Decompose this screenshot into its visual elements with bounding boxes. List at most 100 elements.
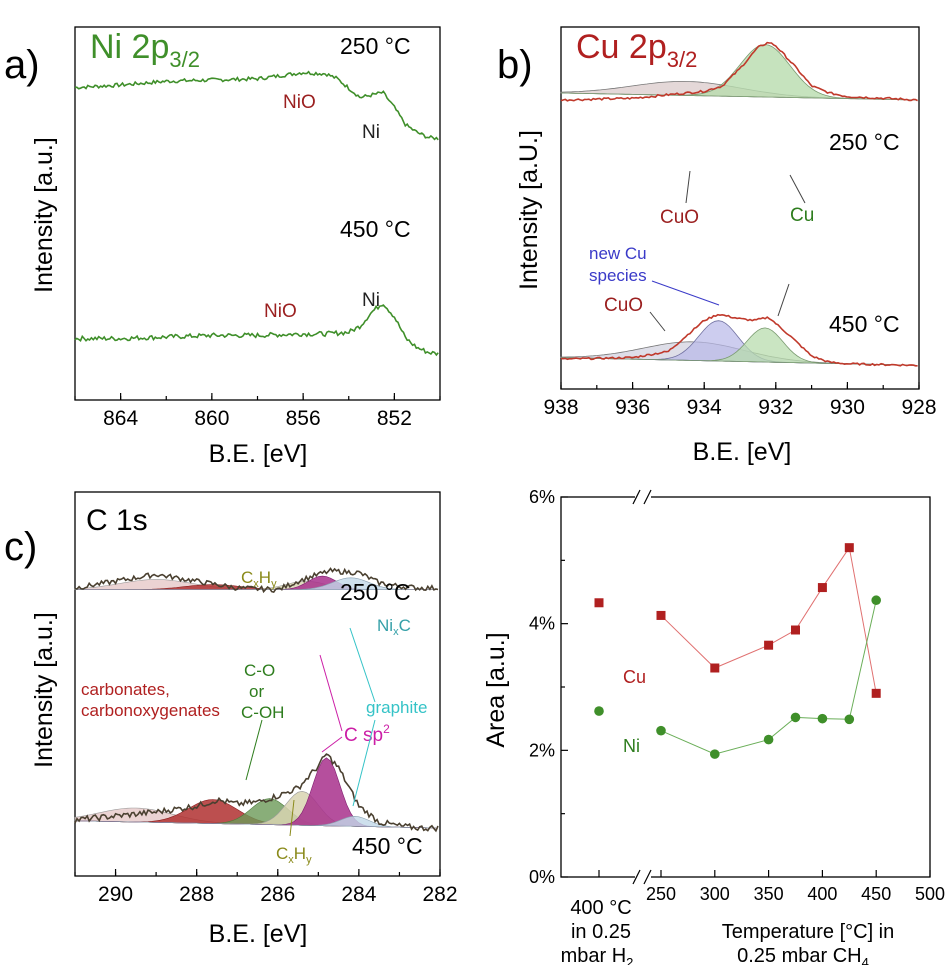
panel-c-label-coh: C-OH xyxy=(241,703,284,722)
axis-break-bottom-2 xyxy=(643,869,652,885)
panel-b-label-species: species xyxy=(589,266,647,285)
panel-c-temp-top: 250 °C xyxy=(340,579,411,605)
panel-a: 864 860 856 852 a) Ni 2p3/2 250 °C 450 °C N… xyxy=(4,26,441,468)
panel-d-ylabel: Area [a.u.] xyxy=(482,632,510,747)
panel-b-pointers xyxy=(649,170,806,332)
panel-d-xlabel-ch4-line1: Temperature [°C] in xyxy=(722,921,895,943)
panel-a-curves xyxy=(74,70,439,357)
x-tick-label: 290 xyxy=(98,883,133,906)
point-ni-reference xyxy=(594,706,604,716)
panel-a-label-nio-top: NiO xyxy=(283,92,316,113)
point-cu xyxy=(764,640,774,650)
cxhy-top-x: x xyxy=(253,578,259,590)
y-tick-label: 2% xyxy=(529,740,555,760)
pointer-co xyxy=(245,719,263,781)
panel-b-label-cu: Cu xyxy=(790,205,814,226)
x-tick-label: 300 xyxy=(700,884,730,904)
pointer-cu-top xyxy=(789,174,806,204)
panel-a-label-nio-bottom: NiO xyxy=(264,301,297,322)
x-tick-label: 864 xyxy=(103,407,138,430)
nixc-x: x xyxy=(393,626,399,638)
panel-c-label-carbonates: carbonates, xyxy=(81,680,170,699)
point-cu xyxy=(656,610,666,620)
panel-b-label-new-cu: new Cu xyxy=(589,244,647,263)
point-cu-reference xyxy=(594,598,604,608)
cxhy-bot-x: x xyxy=(288,854,294,866)
pointer-cuo-bottom xyxy=(649,311,666,332)
x-tick-label: 930 xyxy=(830,396,865,419)
panel-b-xlabel: B.E. [eV] xyxy=(693,438,792,466)
panel-d-label-cu: Cu xyxy=(623,667,646,687)
panel-a-temp-bottom: 450 °C xyxy=(340,216,411,242)
point-ni xyxy=(763,734,774,745)
panel-a-label-ni-top: Ni xyxy=(362,122,380,143)
panel-b-curves xyxy=(560,41,918,367)
y-tick-label: 4% xyxy=(529,614,555,634)
pointer-csp2-bottom xyxy=(321,736,343,753)
panel-c-label-carbonoxygenates: carbonoxygenates xyxy=(81,701,220,720)
spectrum-250c xyxy=(74,567,439,594)
series-line-ni xyxy=(660,600,877,755)
x-tick-label: 282 xyxy=(422,883,457,906)
panel-a-letter: a) xyxy=(4,43,40,87)
spectrum-250c xyxy=(74,70,439,141)
y-tick-label: 0% xyxy=(529,867,555,887)
panel-a-ylabel: Intensity [a.u.] xyxy=(30,137,58,293)
point-cu xyxy=(791,625,800,635)
h2-sub: 2 xyxy=(626,955,633,965)
ch4-sub: 4 xyxy=(862,955,869,965)
fit-graphite-450 xyxy=(74,815,436,829)
panel-d-xlabel-ch4-line2: 0.25 mbar CH4 xyxy=(737,945,869,965)
cxhy-bot-y: y xyxy=(306,854,312,866)
panel-b-temp-top: 250 °C xyxy=(829,129,900,155)
point-cu xyxy=(710,663,720,673)
panel-d-series xyxy=(594,543,881,759)
point-ni xyxy=(817,713,828,724)
panel-c-ylabel: Intensity [a.u.] xyxy=(30,612,58,768)
panel-c-label-or: or xyxy=(249,682,264,701)
panel-d-ticks: 0% 2% 4% 6% 250 300 350 400 450 500 xyxy=(529,487,945,904)
panel-d: 0% 2% 4% 6% 250 300 350 400 450 500 Cu Ni Area [a… xyxy=(482,487,945,965)
panel-c-letter: c) xyxy=(4,525,37,569)
cxhy-top-c: C xyxy=(241,568,253,587)
spectrum-450c xyxy=(74,304,439,357)
x-tick-label: 932 xyxy=(758,396,793,419)
panel-d-label-ni: Ni xyxy=(623,736,640,756)
panel-b-title-main: Cu 2p xyxy=(576,28,667,66)
x-tick-label: 250 xyxy=(646,884,676,904)
x-tick-label: 936 xyxy=(615,396,650,419)
point-ni xyxy=(656,725,666,736)
pointer-cuo-top xyxy=(685,170,691,204)
pointer-graphite-bottom xyxy=(352,719,376,807)
axis-break-bottom-gap xyxy=(635,870,651,884)
panel-b: 938 936 934 932 930 928 b) Cu 2p3/2 250 °C 45… xyxy=(497,26,937,466)
panel-c-label-csp2: C sp2 xyxy=(344,722,390,746)
pointer-csp2-top xyxy=(319,654,343,732)
panel-b-letter: b) xyxy=(497,43,533,87)
pointer-new-species xyxy=(651,280,720,306)
x-tick-label: 856 xyxy=(286,407,321,430)
axis-break-marks xyxy=(632,489,652,885)
panel-a-temp-top: 250 °C xyxy=(340,33,411,59)
point-cu xyxy=(871,688,881,698)
panel-a-title-main: Ni 2p xyxy=(90,28,169,66)
panel-c-frame xyxy=(74,491,441,877)
nixc-c: C xyxy=(399,616,411,635)
panel-d-xlabel-h2-line2: in 0.25 xyxy=(571,921,631,943)
point-cu xyxy=(817,583,827,593)
x-tick-label: 450 xyxy=(861,884,891,904)
x-tick-label: 400 xyxy=(807,884,837,904)
pointer-cu-bottom xyxy=(777,283,790,317)
panel-c-curves xyxy=(74,567,439,833)
ch4-text: 0.25 mbar CH xyxy=(737,945,862,965)
panel-b-temp-bottom: 450 °C xyxy=(829,311,900,337)
panel-c-temp-bottom: 450 °C xyxy=(352,833,423,859)
panel-c-fit-components xyxy=(74,575,436,829)
fit-nixc-250 xyxy=(75,577,436,590)
x-tick-label: 852 xyxy=(377,407,412,430)
panel-a-title-sub: 3/2 xyxy=(169,47,200,72)
panel-c-label-nixc: NixC xyxy=(377,616,411,638)
point-ni xyxy=(844,714,855,725)
x-tick-label: 350 xyxy=(754,884,784,904)
